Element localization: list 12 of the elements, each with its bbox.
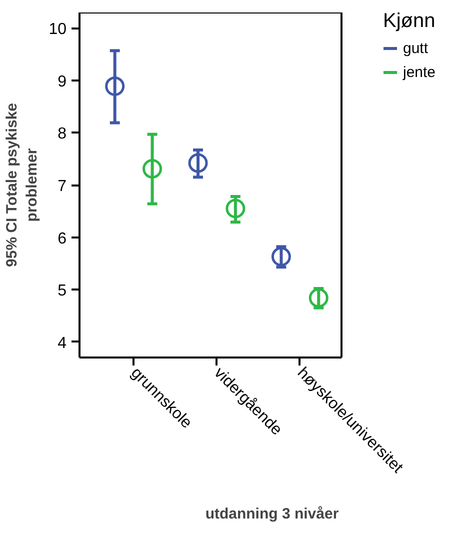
- legend-label: jente: [403, 64, 436, 80]
- x-axis-title: utdanning 3 nivåer: [205, 506, 339, 522]
- y-tick-label: 8: [58, 126, 67, 143]
- legend-title: Kjønn: [383, 11, 436, 33]
- y-axis-title: 95% CI Totale psykiske problemer: [3, 103, 41, 267]
- y-tick-label: 9: [58, 73, 67, 90]
- y-tick-label: 7: [58, 178, 67, 195]
- y-tick-label: 10: [48, 21, 67, 38]
- y-tick-label: 4: [58, 334, 67, 352]
- y-tick-label: 6: [58, 230, 67, 248]
- legend-label: gutt: [403, 40, 428, 56]
- y-tick-label: 5: [58, 282, 67, 300]
